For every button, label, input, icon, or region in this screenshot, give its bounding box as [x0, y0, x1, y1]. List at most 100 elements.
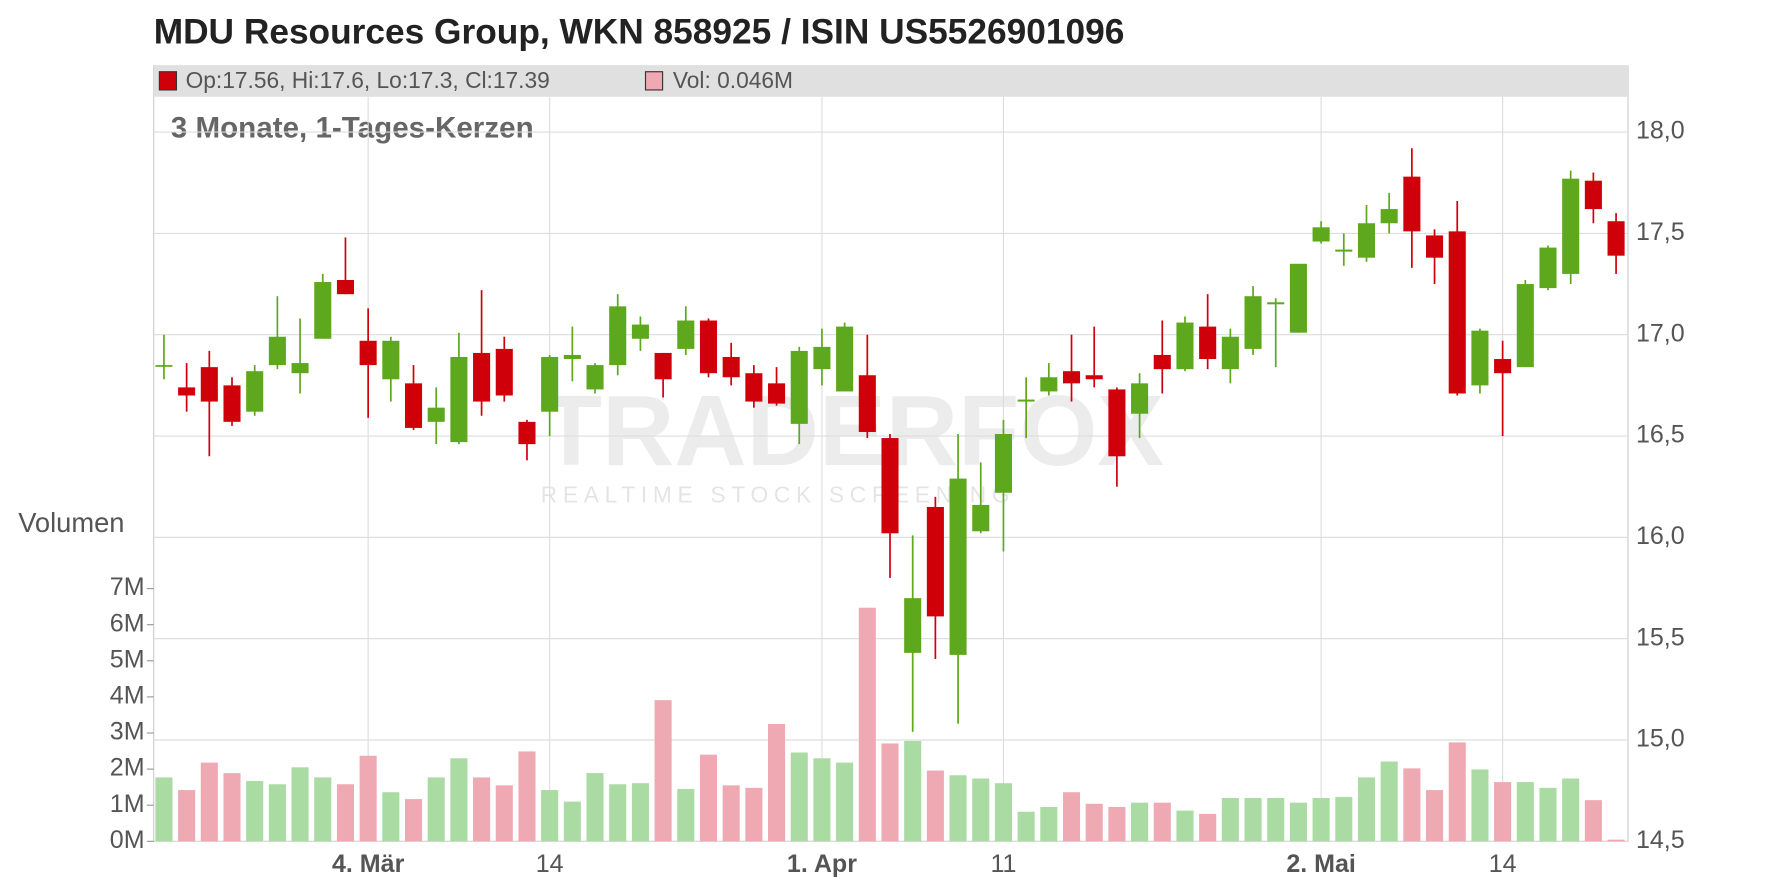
y-tick-label: 16,0 [1636, 522, 1685, 550]
volume-axis-label: Volumen [18, 507, 124, 538]
volume-bar [450, 758, 468, 842]
candle-body [881, 438, 899, 534]
candle-body [1357, 223, 1376, 258]
volume-bar [246, 781, 264, 842]
candle-body [768, 383, 786, 404]
volume-bar [1312, 797, 1330, 842]
candle-body [178, 387, 196, 396]
volume-bar [609, 784, 627, 842]
volume-bar [677, 788, 695, 842]
candle-body [563, 354, 581, 360]
volume-tick-label: 7M [110, 573, 145, 601]
candle-body [1380, 209, 1398, 224]
volume-tick-label: 5M [110, 645, 145, 673]
volume-bar [881, 743, 899, 842]
candle-body [268, 336, 286, 366]
legend-swatch [644, 71, 664, 91]
candle-body [1199, 326, 1217, 360]
candle-body [1516, 284, 1534, 368]
volume-bar [1448, 742, 1466, 842]
legend-price: Op:17.56, Hi:17.6, Lo:17.3, Cl:17.39 [186, 67, 550, 93]
volume-bar [836, 762, 854, 842]
volume-bar [1426, 790, 1444, 842]
candle-body [1562, 178, 1580, 274]
candle-body [972, 504, 990, 532]
candle-body [858, 375, 876, 432]
volume-bar [155, 777, 173, 842]
candle-body [1584, 180, 1602, 210]
x-tick-label: 14 [536, 850, 564, 878]
candle-body [1153, 354, 1171, 370]
volume-bar [631, 783, 649, 842]
candle-body [790, 350, 808, 424]
volume-bar [1516, 782, 1534, 842]
volume-bar [1221, 797, 1239, 842]
legend-swatch [158, 71, 178, 91]
volume-bar [722, 785, 740, 842]
candle-body [541, 356, 559, 412]
candle-body [1221, 336, 1239, 370]
legend-volume: Vol: 0.046M [673, 67, 793, 93]
candle-body [949, 478, 967, 655]
volume-bar [1017, 811, 1035, 842]
volume-bar [904, 740, 922, 842]
candle-body [518, 421, 536, 445]
volume-tick-label: 2M [110, 754, 145, 782]
candle-body [631, 324, 649, 339]
volume-bar [1471, 769, 1489, 842]
candle-body [1040, 377, 1058, 392]
volume-bar [1380, 761, 1398, 842]
volume-bar [1062, 792, 1081, 842]
x-tick-label: 1. Apr [787, 850, 857, 878]
volume-bar [1244, 797, 1262, 842]
watermark: TRADERFOX [541, 375, 1164, 487]
volume-bar [314, 777, 332, 842]
candle-body [495, 348, 513, 396]
candle-body [450, 356, 468, 443]
candle-body [1267, 302, 1285, 305]
candle-body [404, 383, 423, 428]
candle-body [1085, 375, 1103, 380]
volume-bar [518, 751, 536, 842]
volume-bar [699, 754, 718, 842]
volume-tick-label: 1M [110, 790, 145, 818]
volume-bar [790, 752, 808, 842]
candle-body [926, 506, 944, 617]
candle-body [1017, 399, 1035, 402]
volume-tick-label: 6M [110, 609, 145, 637]
volume-bar [268, 784, 286, 842]
y-tick-label: 14,5 [1636, 826, 1685, 854]
candle-body [586, 365, 604, 390]
volume-bar [768, 723, 786, 842]
volume-bar [1108, 807, 1126, 842]
candle-body [1108, 389, 1126, 457]
candle-body [1289, 263, 1307, 333]
volume-bar [994, 783, 1012, 842]
volume-bar [1131, 802, 1149, 842]
candle-body [1312, 227, 1330, 242]
volume-bar [1403, 768, 1421, 842]
volume-bar [1176, 810, 1194, 842]
candle-body [223, 385, 241, 422]
volume-bar [813, 758, 831, 842]
y-tick-label: 15,0 [1636, 725, 1685, 753]
volume-bar [1289, 802, 1307, 842]
candle-body [1471, 330, 1489, 386]
volume-bar [404, 799, 423, 842]
candle-body [1335, 249, 1353, 252]
volume-bar [654, 700, 672, 842]
candle-body [745, 373, 763, 402]
candle-body [336, 279, 354, 295]
candle-body [654, 352, 672, 380]
volume-bar [427, 777, 445, 842]
subtitle: 3 Monate, 1-Tages-Kerzen [171, 112, 534, 145]
volume-bar [1040, 807, 1058, 842]
volume-bar [1584, 800, 1602, 842]
candle-body [904, 598, 922, 653]
grid-layer [153, 131, 1628, 842]
x-tick-label: 4. Mär [332, 850, 405, 878]
volume-bar [1153, 802, 1171, 842]
legend-band [153, 66, 1629, 97]
x-tick-label: 14 [1489, 850, 1517, 878]
